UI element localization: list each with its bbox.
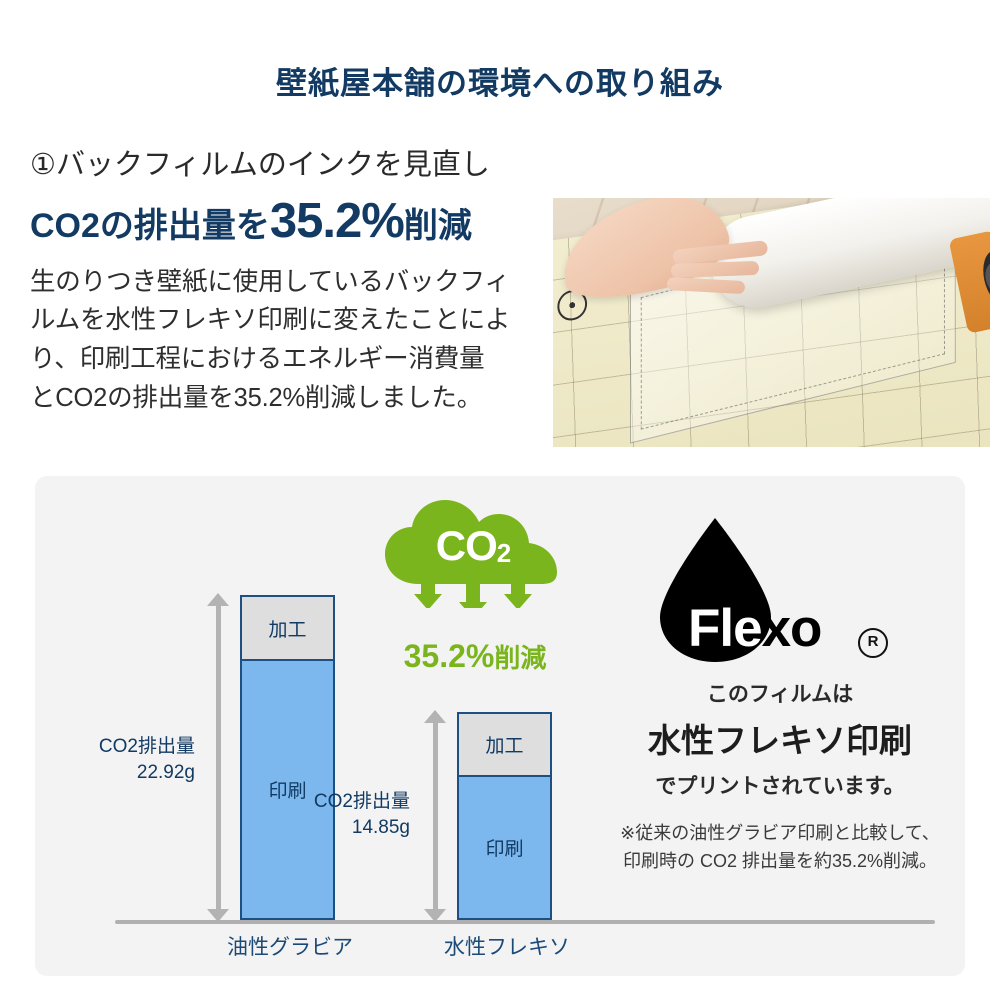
flexo-logo: Flexo R [630, 516, 930, 666]
intro-body-line: とCO2の排出量を35.2%削減しました。 [30, 383, 483, 412]
flexo-footnote-line: ※従来の油性グラビア印刷と比較して、 [620, 823, 940, 843]
measure-label-value: 14.85g [351, 816, 410, 838]
intro-body-line: 生のりつき壁紙に使用しているバックフィ [30, 267, 510, 296]
intro-block: ①バックフィルムのインクを見直し CO2の排出量を35.2%削減 生のりつき壁紙… [30, 148, 550, 418]
flexo-wordmark: Flexo [688, 599, 823, 658]
arrow-down-icon [207, 909, 229, 922]
measure-label-water-flexo: CO2排出量 14.85g [280, 789, 410, 840]
intro-headline-value: 35.2% [269, 193, 405, 248]
bar-water-flexo: 加工 印刷 [457, 712, 552, 920]
intro-headline-suffix: 削減 [403, 206, 472, 245]
arrow-shaft [216, 603, 221, 912]
product-photo [553, 198, 990, 447]
flexo-wordmark-black: xo [761, 599, 823, 658]
intro-item-number: ①バックフィルムのインクを見直し [30, 149, 490, 181]
measure-label-title: CO2排出量 [313, 791, 410, 812]
co2-bar-chart: 加工 印刷 CO2排出量 22.92g 油性グラビア 加工 印刷 CO2排出量 … [35, 476, 595, 976]
arrow-down-icon [424, 909, 446, 922]
flexo-footnote-line: 印刷時の CO2 排出量を約35.2%削減。 [622, 850, 938, 871]
flexo-line-1: このフィルムは [706, 683, 854, 706]
water-drop-icon [648, 516, 783, 664]
page-title: 壁紙屋本舗の環境への取り組み [276, 66, 724, 101]
co2-label-sub: 2 [496, 538, 512, 568]
co2-cloud-label: CO2 [383, 522, 563, 570]
bar-segment-processing: 加工 [240, 595, 335, 661]
measure-label-oil-gravure: CO2排出量 22.92g [65, 734, 195, 785]
intro-body-line: り、印刷工程におけるエネルギー消費量 [30, 345, 485, 374]
co2-cloud-icon [383, 496, 563, 608]
co2-label-main: CO [435, 522, 498, 569]
arrow-up-icon [424, 710, 446, 723]
co2-reduction-badge: CO2 35.2%削減 [375, 496, 595, 696]
flexo-line-2: 水性フレキソ印刷 [648, 722, 912, 759]
intro-body: 生のりつき壁紙に使用しているバックフィ ルムを水性フレキソ印刷に変えたことによ … [30, 263, 550, 418]
bar-segment-printing: 印刷 [457, 775, 552, 920]
measure-label-value: 22.92g [136, 761, 195, 783]
flexo-block: Flexo R このフィルムは 水性フレキソ印刷 でプリントされています。 ※従… [595, 494, 965, 964]
intro-headline-prefix: CO2の排出量を [30, 206, 270, 245]
flexo-line-3: でプリントされています。 [655, 775, 905, 798]
chart-baseline-axis [115, 920, 935, 924]
flexo-wordmark-white: Fle [688, 599, 763, 658]
category-label-oil-gravure: 油性グラビア [227, 936, 353, 959]
arrow-shaft [433, 720, 438, 912]
co2-reduction-text: 35.2%削減 [350, 638, 600, 675]
intro-body-line: ルムを水性フレキソ印刷に変えたことによ [30, 306, 511, 335]
arrow-up-icon [207, 593, 229, 606]
measure-arrow-oil-gravure [207, 593, 229, 922]
bar-segment-processing: 加工 [457, 712, 552, 777]
category-label-water-flexo: 水性フレキソ [444, 936, 570, 959]
flexo-footnote: ※従来の油性グラビア印刷と比較して、 印刷時の CO2 排出量を約35.2%削減… [595, 820, 965, 876]
co2-reduction-word: 削減 [494, 643, 547, 673]
measure-label-title: CO2排出量 [98, 736, 195, 757]
registered-trademark-icon: R [858, 628, 888, 658]
measure-arrow-water-flexo [424, 710, 446, 922]
comparison-panel: 加工 印刷 CO2排出量 22.92g 油性グラビア 加工 印刷 CO2排出量 … [35, 476, 965, 976]
intro-headline: CO2の排出量を35.2%削減 [30, 193, 550, 249]
bar-oil-gravure: 加工 印刷 [240, 595, 335, 920]
co2-reduction-value: 35.2% [403, 638, 495, 674]
bar-segment-printing: 印刷 [240, 659, 335, 920]
